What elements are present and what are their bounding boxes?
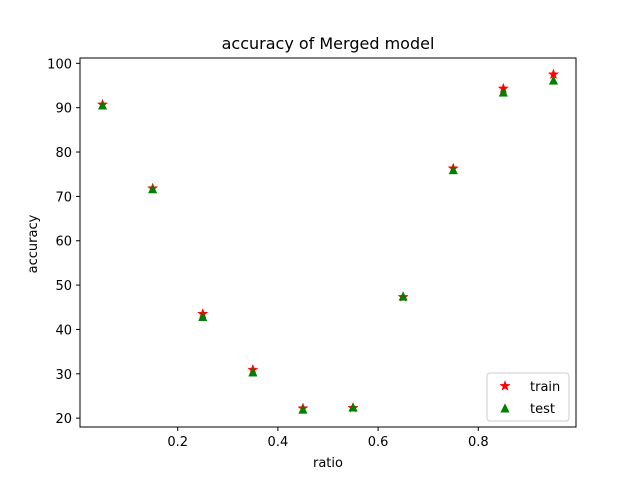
test-point [548,75,559,85]
test-point [248,367,258,377]
y-tick-label: 40 [55,323,72,338]
test-point [498,87,508,97]
y-tick-label: 30 [55,368,72,383]
y-tick-label: 100 [47,57,72,72]
x-tick-label: 0.2 [167,435,188,450]
plot-area [79,57,577,428]
test-point [348,402,358,412]
legend-star-icon [499,380,511,391]
x-tick-label: 0.4 [268,435,289,450]
test-point [198,311,208,322]
test-point [298,404,308,414]
legend-label-train: train [530,380,560,395]
plot-frame [79,57,577,428]
y-tick-label: 70 [55,190,72,205]
series-layer [96,68,560,414]
y-tick-label: 90 [55,102,72,117]
chart-title: accuracy of Merged model [222,34,435,53]
y-tick-label: 20 [55,412,72,427]
legend-triangle-icon [500,403,510,413]
series-test [97,75,559,414]
legend-label-test: test [530,402,555,417]
test-point [398,291,408,301]
y-axis: 20 30 40 50 60 70 80 90 100 [47,57,80,427]
y-tick-label: 80 [55,146,72,161]
y-tick-label: 50 [55,279,72,294]
x-axis-label: ratio [313,456,343,471]
legend: train test [486,372,570,422]
test-point [97,100,108,110]
x-tick-label: 0.6 [368,435,389,450]
test-point [148,184,158,194]
x-tick-label: 0.8 [468,435,489,450]
y-axis-label: accuracy [26,214,41,273]
y-tick-label: 60 [55,235,72,250]
test-point [448,165,458,175]
x-axis: 0.2 0.4 0.6 0.8 [167,427,489,450]
